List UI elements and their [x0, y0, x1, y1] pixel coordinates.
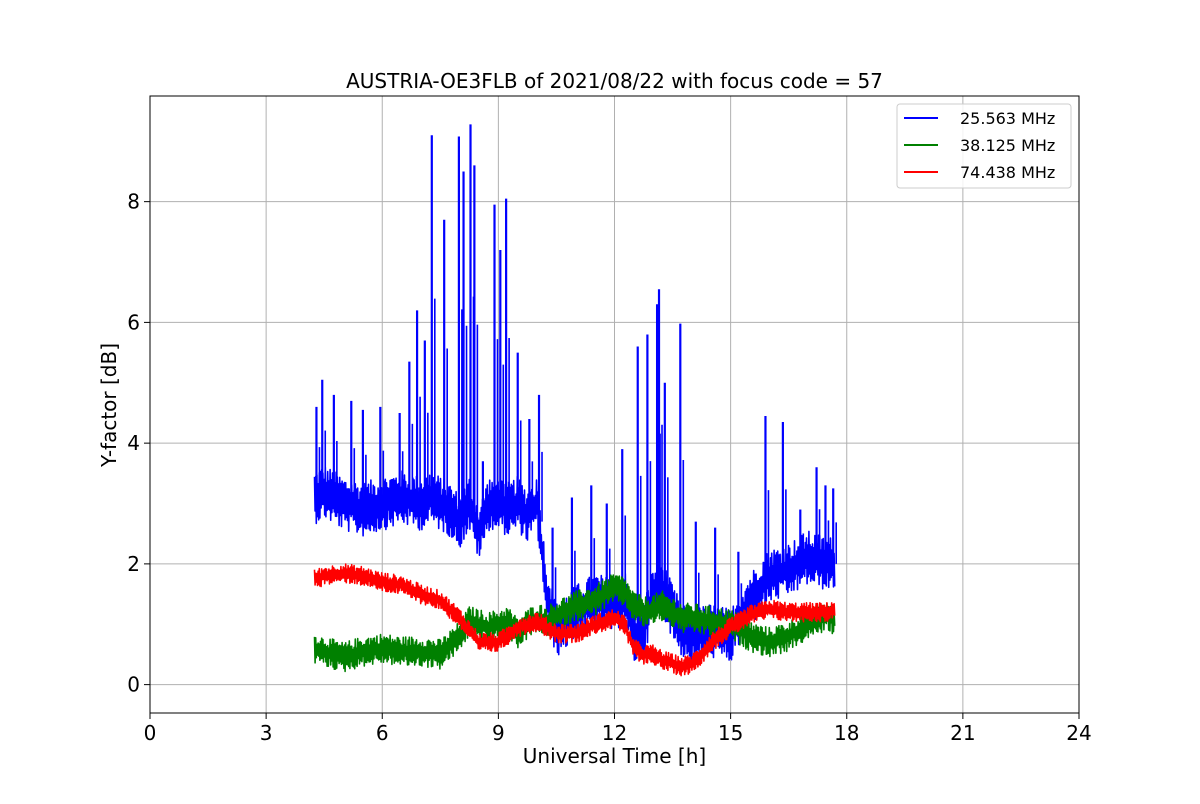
chart-title: AUSTRIA-OE3FLB of 2021/08/22 with focus … — [346, 69, 883, 93]
series-line — [313, 563, 836, 677]
legend-box — [896, 103, 1072, 189]
series-line — [313, 574, 836, 673]
x-tick-label: 21 — [950, 721, 975, 745]
legend-entry-label: 74.438 MHz — [960, 163, 1055, 182]
legend-entry-label: 25.563 MHz — [960, 109, 1055, 128]
y-tick-label: 6 — [127, 310, 140, 334]
x-tick-label: 15 — [718, 721, 743, 745]
grid — [150, 96, 1079, 713]
x-tick-label: 12 — [602, 721, 627, 745]
y-tick-label: 4 — [127, 431, 140, 455]
legend-entry-label: 38.125 MHz — [960, 136, 1055, 155]
legend: 25.563 MHz 38.125 MHz 74.438 MHz — [896, 103, 1072, 189]
x-tick-label: 9 — [492, 721, 505, 745]
series-3 — [313, 563, 836, 677]
x-tick-label: 0 — [144, 721, 157, 745]
x-tick-label: 18 — [834, 721, 859, 745]
series-2 — [313, 574, 836, 673]
y-axis-label: Y-factor [dB] — [97, 343, 121, 468]
x-axis-label: Universal Time [h] — [523, 744, 706, 768]
x-tick-label: 6 — [376, 721, 389, 745]
y-tick-label: 2 — [127, 552, 140, 576]
x-tick-label: 3 — [260, 721, 273, 745]
x-tick-label: 24 — [1066, 721, 1091, 745]
y-tick-label: 0 — [127, 673, 140, 697]
y-tick-label: 8 — [127, 190, 140, 214]
series-group — [313, 124, 838, 677]
